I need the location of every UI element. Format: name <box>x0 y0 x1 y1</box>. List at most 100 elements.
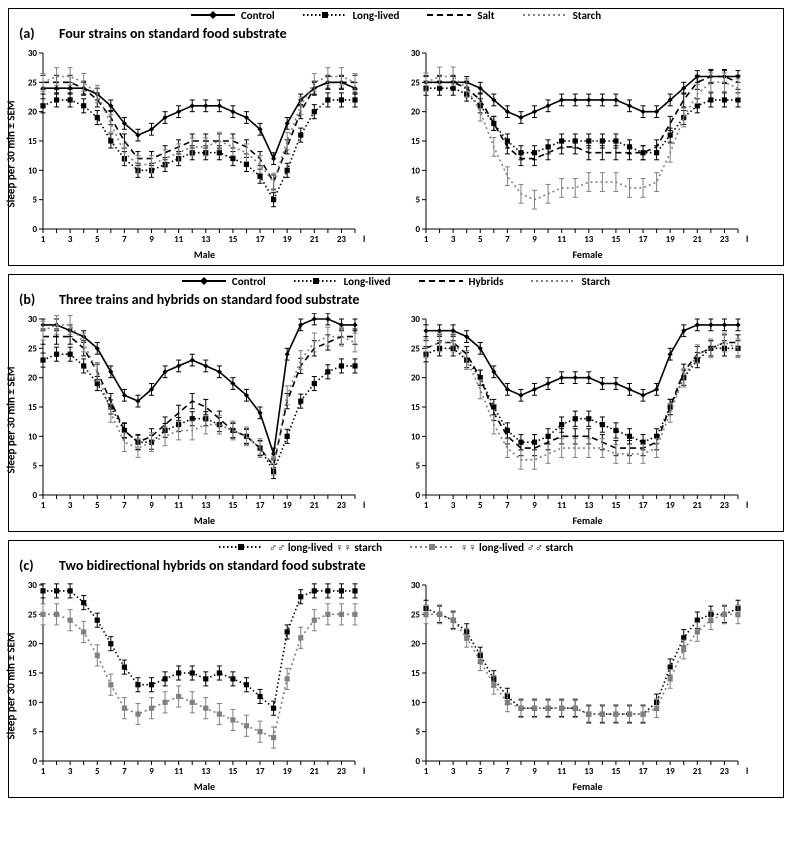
svg-text:h: h <box>363 500 365 511</box>
svg-text:15: 15 <box>611 766 621 777</box>
svg-text:13: 13 <box>584 500 594 511</box>
svg-text:10: 10 <box>411 431 421 442</box>
svg-text:13: 13 <box>584 766 594 777</box>
svg-text:19: 19 <box>666 766 676 777</box>
subplot-female: 0510152025301357911131517192123h Female <box>398 47 777 261</box>
svg-text:h: h <box>363 234 365 245</box>
legend: Control Long-lived Hybrids Starch <box>9 274 783 288</box>
legend-item: Control <box>191 8 275 22</box>
subplot-male: Sleep per 30 min ± SEM 05101520253013579… <box>15 313 394 527</box>
svg-text:19: 19 <box>666 234 676 245</box>
legend-label: ♀♀ long-lived ♂♂ starch <box>460 541 573 554</box>
svg-text:3: 3 <box>68 766 73 777</box>
svg-text:5: 5 <box>95 234 100 245</box>
x-axis-label: Female <box>398 514 777 527</box>
svg-text:13: 13 <box>584 234 594 245</box>
svg-text:10: 10 <box>28 431 38 442</box>
svg-text:10: 10 <box>28 697 38 708</box>
svg-text:11: 11 <box>174 766 184 777</box>
y-axis-label: Sleep per 30 min ± SEM <box>5 366 18 473</box>
legend-label: Salt <box>477 9 494 22</box>
svg-text:13: 13 <box>201 766 211 777</box>
svg-text:20: 20 <box>411 373 421 384</box>
svg-text:19: 19 <box>283 234 293 245</box>
svg-text:3: 3 <box>451 766 456 777</box>
svg-text:13: 13 <box>201 500 211 511</box>
svg-text:7: 7 <box>505 500 510 511</box>
svg-text:9: 9 <box>532 766 537 777</box>
svg-text:0: 0 <box>32 490 37 501</box>
legend-label: Long-lived <box>353 9 400 22</box>
svg-text:9: 9 <box>532 234 537 245</box>
svg-text:15: 15 <box>411 136 421 147</box>
x-axis-label: Male <box>15 780 394 793</box>
svg-text:17: 17 <box>638 234 648 245</box>
chart-svg: 0510152025301357911131517192123h <box>398 313 748 513</box>
svg-text:5: 5 <box>95 500 100 511</box>
svg-text:10: 10 <box>411 165 421 176</box>
svg-text:21: 21 <box>310 234 320 245</box>
svg-text:7: 7 <box>122 500 127 511</box>
legend-item: Hybrids <box>419 274 504 288</box>
svg-text:10: 10 <box>411 697 421 708</box>
svg-text:7: 7 <box>505 766 510 777</box>
chart-svg: 0510152025301357911131517192123h <box>15 313 365 513</box>
panel-id: (c) <box>19 557 34 574</box>
svg-text:0: 0 <box>32 224 37 235</box>
legend-item: Long-lived <box>294 274 391 288</box>
svg-text:15: 15 <box>411 402 421 413</box>
svg-text:3: 3 <box>451 234 456 245</box>
svg-text:21: 21 <box>310 766 320 777</box>
panel-a: Control Long-lived Salt Starch (a) Four … <box>8 8 784 266</box>
svg-text:5: 5 <box>478 766 483 777</box>
svg-text:5: 5 <box>478 500 483 511</box>
svg-text:30: 30 <box>28 48 38 59</box>
svg-text:17: 17 <box>255 766 265 777</box>
chart-svg: 0510152025301357911131517192123h <box>15 579 365 779</box>
svg-text:20: 20 <box>28 373 38 384</box>
legend-label: ♂♂ long-lived ♀♀ starch <box>269 541 382 554</box>
x-axis-label: Female <box>398 248 777 261</box>
svg-text:11: 11 <box>557 234 567 245</box>
svg-text:3: 3 <box>451 500 456 511</box>
svg-text:3: 3 <box>68 500 73 511</box>
legend: ♂♂ long-lived ♀♀ starch ♀♀ long-lived ♂♂… <box>9 540 783 554</box>
svg-text:30: 30 <box>411 48 421 59</box>
svg-text:7: 7 <box>505 234 510 245</box>
panel-title: Four strains on standard food substrate <box>59 25 287 42</box>
svg-text:h: h <box>746 500 748 511</box>
svg-text:9: 9 <box>149 234 154 245</box>
panel-b: Control Long-lived Hybrids Starch (b) Th… <box>8 274 784 532</box>
svg-text:9: 9 <box>149 500 154 511</box>
svg-text:20: 20 <box>411 639 421 650</box>
svg-text:30: 30 <box>28 580 38 591</box>
svg-text:13: 13 <box>201 234 211 245</box>
svg-text:15: 15 <box>28 136 38 147</box>
legend-label: Control <box>232 275 266 288</box>
svg-text:17: 17 <box>638 500 648 511</box>
svg-text:h: h <box>746 766 748 777</box>
svg-text:19: 19 <box>666 500 676 511</box>
svg-text:1: 1 <box>41 500 46 511</box>
svg-text:25: 25 <box>411 77 421 88</box>
svg-text:23: 23 <box>720 766 730 777</box>
subplot-male: Sleep per 30 min ± SEM 05101520253013579… <box>15 579 394 793</box>
legend-item: ♂♂ long-lived ♀♀ starch <box>219 540 382 554</box>
svg-text:20: 20 <box>28 639 38 650</box>
svg-text:10: 10 <box>28 165 38 176</box>
svg-text:0: 0 <box>415 224 420 235</box>
svg-text:21: 21 <box>310 500 320 511</box>
legend-item: Control <box>182 274 266 288</box>
svg-text:23: 23 <box>337 234 347 245</box>
legend-item: Starch <box>531 274 610 288</box>
svg-text:25: 25 <box>411 343 421 354</box>
svg-text:1: 1 <box>41 234 46 245</box>
svg-text:19: 19 <box>283 766 293 777</box>
svg-text:20: 20 <box>28 107 38 118</box>
svg-text:21: 21 <box>693 766 703 777</box>
svg-text:11: 11 <box>174 500 184 511</box>
svg-text:5: 5 <box>415 195 420 206</box>
svg-text:5: 5 <box>32 727 37 738</box>
svg-text:20: 20 <box>411 107 421 118</box>
svg-text:15: 15 <box>28 402 38 413</box>
